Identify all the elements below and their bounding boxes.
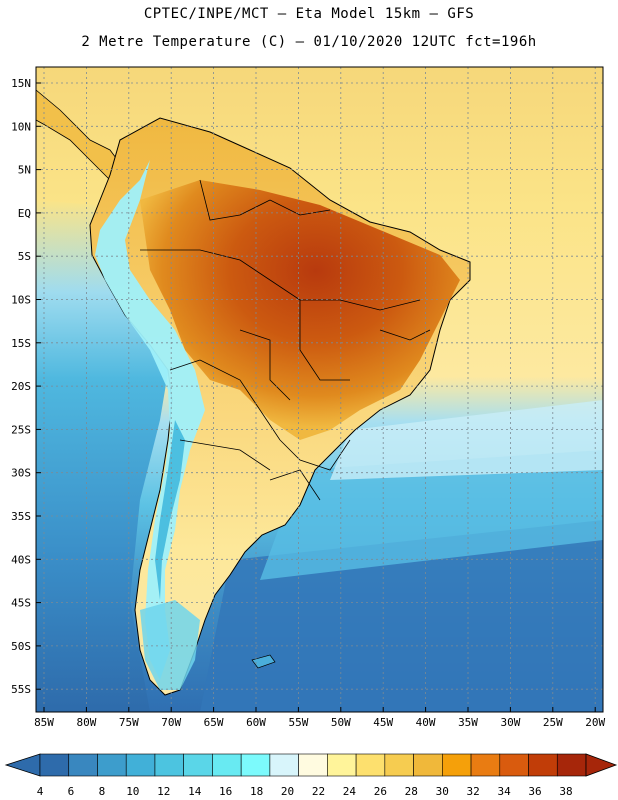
colorbar-swatch [68,753,98,777]
lon-label: 30W [500,716,520,729]
lat-label: 50S [11,640,31,653]
colorbar-swatch [499,753,529,777]
andes-cool-strip [95,160,205,680]
colorbar-tick-label: 24 [343,785,357,798]
colorbar-swatch [470,753,501,777]
lat-label: 25S [11,423,31,436]
map-title-line1: CPTEC/INPE/MCT – Eta Model 15km – GFS [143,6,475,22]
lat-label: 55S [11,683,31,696]
lat-label: 45S [11,597,31,610]
lat-label: 10S [11,294,31,307]
lat-label: 10N [11,120,31,133]
lat-label: EQ [18,207,31,220]
colorbar-swatch [269,753,299,777]
colorbar-swatch [97,753,127,777]
lat-label: 30S [11,467,31,480]
andes-peak-strip [155,420,185,600]
south-atlantic-mid-field [260,450,603,580]
colorbar: 4 6 8 10 12 14 16 18 20 22 24 26 28 30 32 34 36 38 [4,753,618,798]
colorbar-swatch [212,753,242,777]
lon-label: 85W [34,716,54,729]
colorbar-swatch [39,753,70,777]
colorbar-swatch [154,753,184,777]
lat-label: 15S [11,337,31,350]
colorbar-tick-label: 16 [219,785,232,798]
lat-label: 35S [11,510,31,523]
lon-label: 55W [288,716,308,729]
colorbar-tick-label: 10 [126,785,139,798]
map-title-line2: 2 Metre Temperature (C) – 01/10/2020 12U… [81,34,537,50]
latitude-labels: 15N 10N 5N EQ 5S 10S 15S 20S 25S 30S 35S 40S 45S 50S 5… [11,77,41,696]
colorbar-tick-label: 34 [497,785,511,798]
colorbar-tick-label: 30 [436,785,449,798]
colorbar-swatch [240,753,271,777]
colorbar-tick-label: 20 [281,785,294,798]
colorbar-tick-label: 36 [528,785,541,798]
colorbar-tick-label: 22 [312,785,325,798]
colorbar-swatch [556,753,587,777]
lon-label: 45W [373,716,393,729]
colorbar-swatch [298,753,328,777]
lon-label: 40W [416,716,436,729]
longitude-labels: 85W 80W 75W 70W 65W 60W 55W 50W 45W 40W 35W 30W 25W 2… [34,707,606,729]
lat-label: 20S [11,380,31,393]
colorbar-swatch [125,753,156,777]
colorbar-tick-label: 32 [467,785,480,798]
colorbar-tick-label: 8 [99,785,106,798]
colorbar-tick-label: 12 [157,785,170,798]
colorbar-tick-label: 6 [68,785,75,798]
colorbar-tick-label: 26 [374,785,387,798]
colorbar-arrow-left [4,753,41,777]
lat-label: 5S [18,250,31,263]
colorbar-swatch [355,753,386,777]
lon-label: 50W [331,716,351,729]
lon-label: 70W [161,716,181,729]
lon-label: 75W [119,716,139,729]
colorbar-tick-label: 18 [250,785,263,798]
colorbar-swatch [384,753,414,777]
lat-label: 5N [18,164,31,177]
lon-label: 80W [76,716,96,729]
lat-label: 15N [11,77,31,90]
colorbar-tick-label: 28 [405,785,418,798]
colorbar-swatch [442,753,472,777]
colorbar-tick-label: 14 [188,785,202,798]
lon-label: 60W [246,716,266,729]
colorbar-swatch [183,753,213,777]
colorbar-arrow-right [585,753,618,777]
colorbar-swatch [528,753,558,777]
lon-label: 25W [543,716,563,729]
colorbar-swatch [413,753,443,777]
lon-label: 65W [204,716,224,729]
colorbar-tick-label: 4 [37,785,44,798]
lon-label: 35W [458,716,478,729]
map-frame [35,66,604,713]
country-borders [140,179,431,501]
colorbar-swatch [327,753,357,777]
falkland-islands [251,654,276,669]
patagonia-land [140,600,200,690]
lon-label: 20W [585,716,605,729]
colorbar-tick-label: 38 [559,785,572,798]
lat-label: 40S [11,553,31,566]
south-atlantic-light-field [330,400,603,480]
